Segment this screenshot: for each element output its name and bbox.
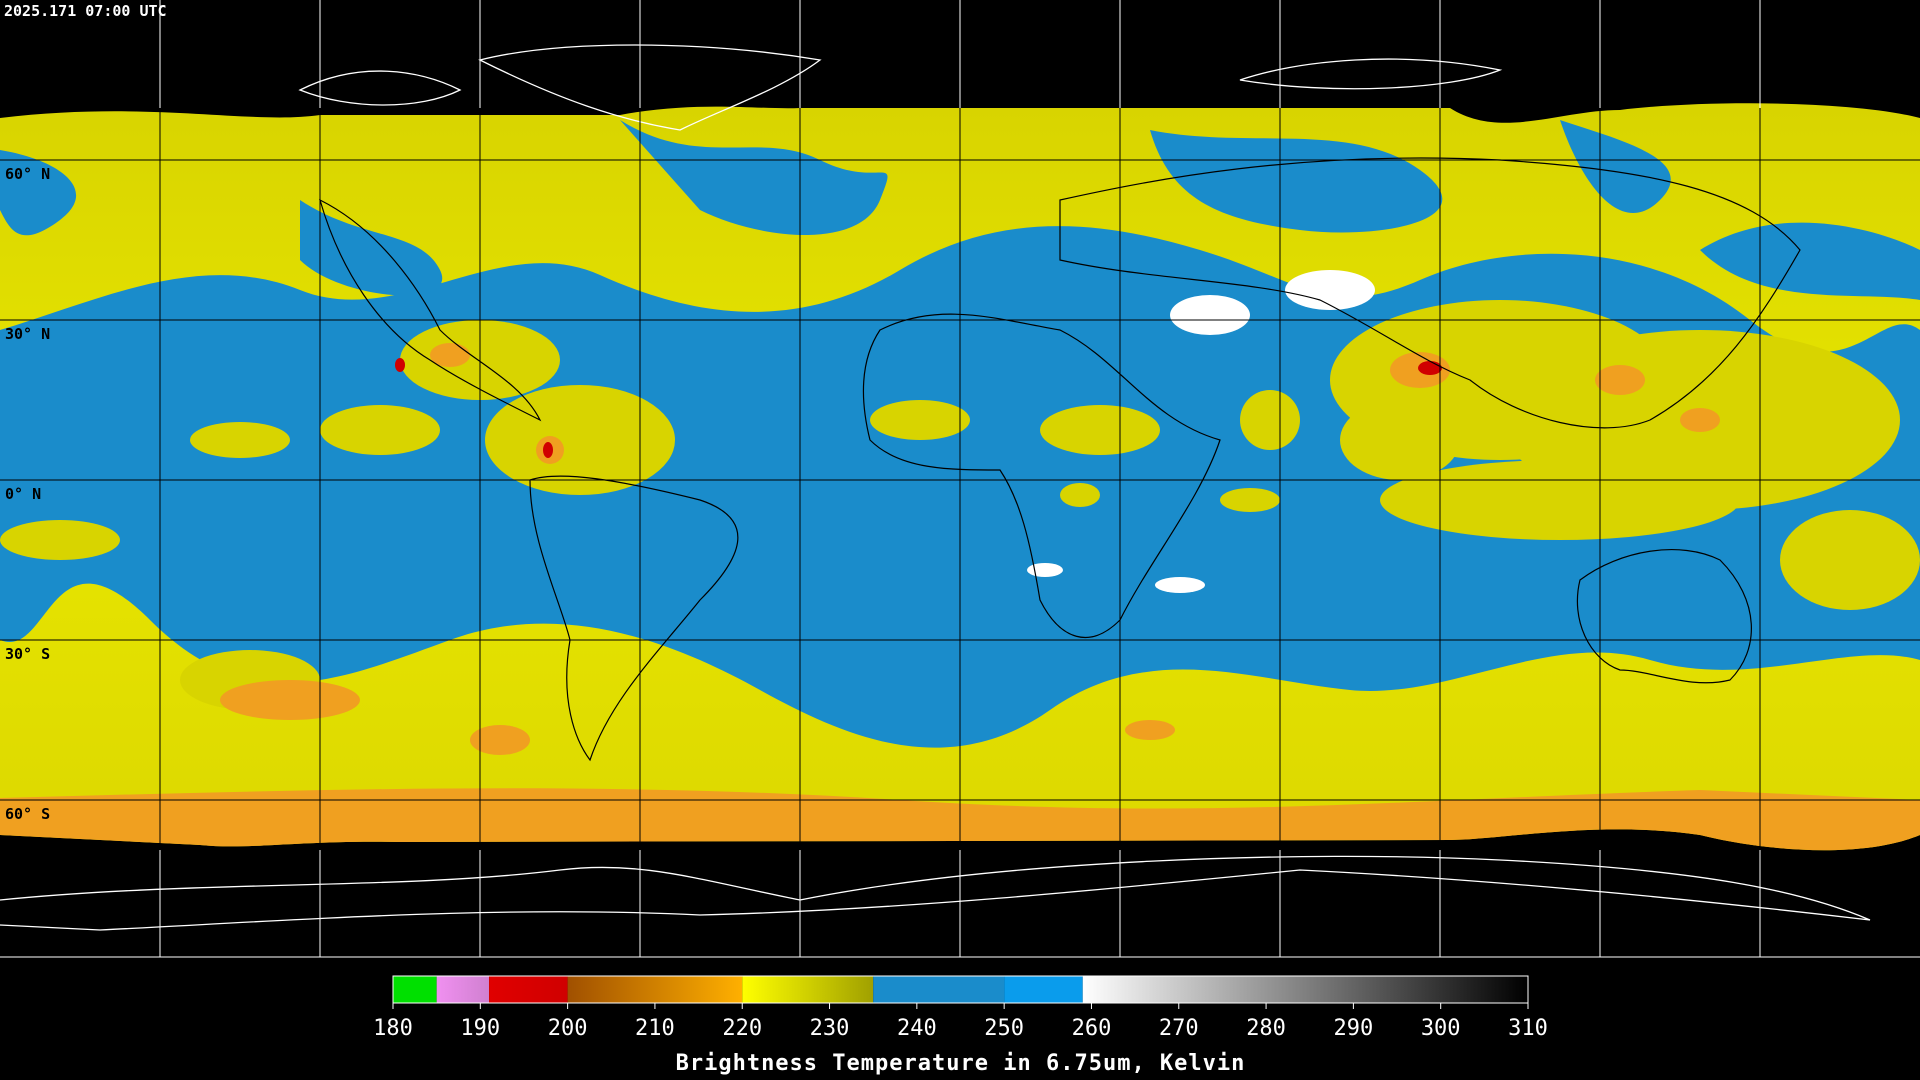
colorbar-tick-label: 280 [1246, 1016, 1286, 1041]
colorbar-segment [742, 976, 874, 1003]
very-dry-patches [1027, 270, 1375, 593]
lat-label: 60° S [5, 805, 50, 823]
colorbar-tick-label: 210 [635, 1016, 675, 1041]
colorbar-tick-label: 310 [1508, 1016, 1548, 1041]
colorbar-frame [392, 975, 1529, 1004]
colorbar-segment [393, 976, 437, 1003]
colorbar-tick-label: 240 [897, 1016, 937, 1041]
coldest-tops [395, 358, 1442, 458]
colorbar-tick-label: 300 [1421, 1016, 1461, 1041]
colorbar-segment [1082, 976, 1528, 1003]
colorbar-tick-label: 270 [1159, 1016, 1199, 1041]
polar-coastlines [0, 44, 1871, 931]
colorbar-tick-label: 230 [810, 1016, 850, 1041]
lat-label: 60° N [5, 165, 50, 183]
timestamp: 2025.171 07:00 UTC [4, 2, 167, 20]
lat-label: 30° N [5, 325, 50, 343]
colorbar-segment [873, 976, 1005, 1003]
colorbar-title: Brightness Temperature in 6.75um, Kelvin [676, 1051, 1246, 1076]
colorbar-tick-label: 250 [984, 1016, 1024, 1041]
colorbar: 180 190 200 210 220 230 240 250 260 270 280 290 300 3… [373, 975, 1548, 1076]
colorbar-tick-label: 190 [460, 1016, 500, 1041]
lat-label: 0° N [5, 485, 41, 503]
lat-label: 30° S [5, 645, 50, 663]
coastlines [319, 157, 1801, 762]
colorbar-tick-label: 290 [1334, 1016, 1374, 1041]
colorbar-segment [567, 976, 743, 1003]
colorbar-tick-label: 220 [722, 1016, 762, 1041]
colorbar-tick-label: 180 [373, 1016, 413, 1041]
colorbar-tick-label: 200 [548, 1016, 588, 1041]
colorbar-segment [1004, 976, 1083, 1003]
graticule [0, 0, 1920, 958]
colorbar-segment [436, 976, 490, 1003]
colorbar-segment [489, 976, 568, 1003]
latitude-labels: 60° N 30° N 0° N 30° S 60° S [5, 165, 50, 823]
colorbar-tick-label: 260 [1072, 1016, 1112, 1041]
cold-cloud-tops [220, 343, 1720, 755]
